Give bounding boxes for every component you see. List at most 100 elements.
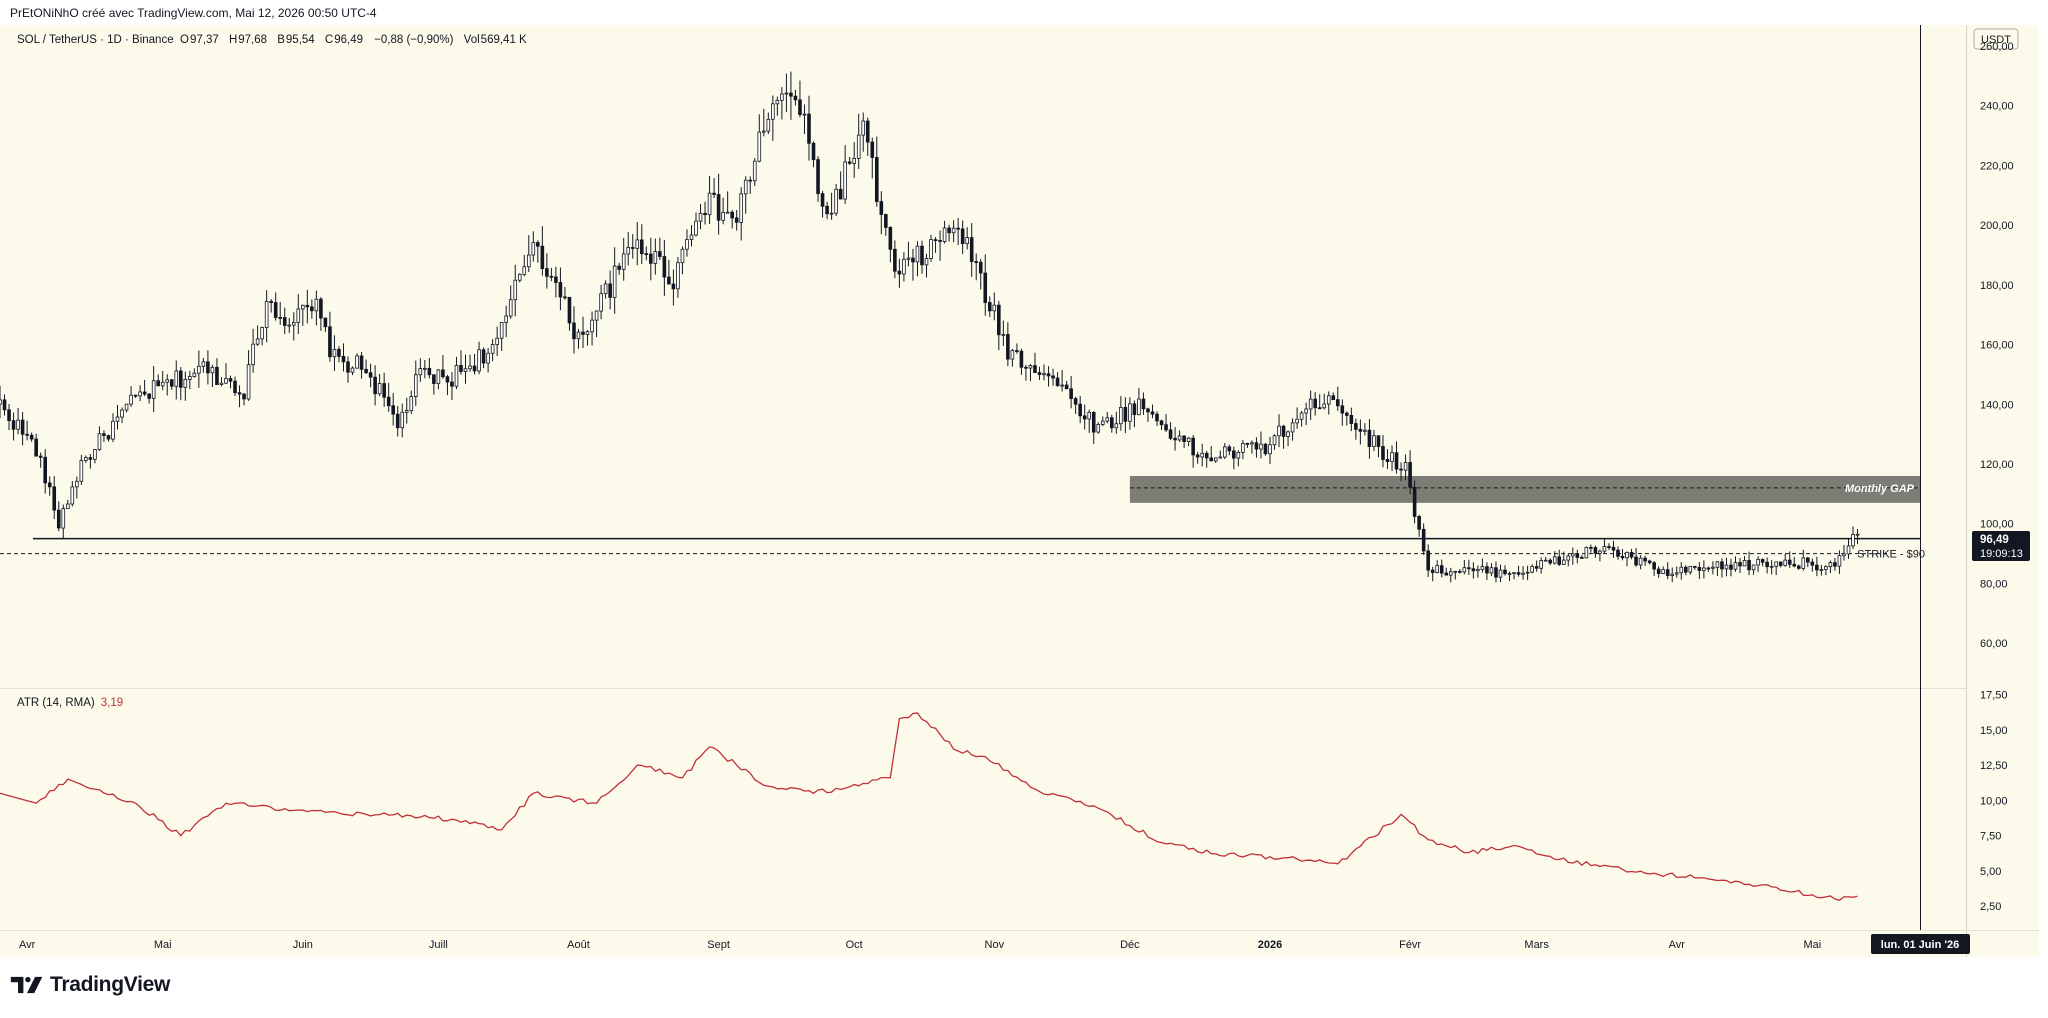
candle-body (554, 276, 558, 283)
time-axis-label: Avr (1669, 939, 1686, 951)
candle-body (1552, 556, 1557, 564)
candle-body (884, 214, 888, 228)
candle-body (861, 120, 866, 136)
currency-label-box[interactable] (1973, 28, 2019, 50)
time-axis[interactable]: Avr Mai Juin Juill Août Sept Oct Nov Déc 2026 Févr… (19, 939, 1821, 951)
candle-body (1674, 572, 1679, 575)
candle-body (775, 99, 780, 105)
candle-body (1580, 557, 1584, 559)
candle-body (1096, 424, 1101, 433)
candle-body (938, 240, 942, 242)
candle-body (1236, 451, 1241, 459)
candle-body (472, 365, 477, 372)
candle-body (608, 283, 612, 298)
candlestick-series (0, 71, 1860, 583)
candle-body (1435, 565, 1440, 573)
candle-body (1647, 560, 1652, 564)
candle-body (1209, 457, 1214, 462)
candle-body (974, 261, 979, 263)
candle-body (856, 134, 861, 159)
atr-axis[interactable]: 17,50 15,00 12,50 10,00 7,50 5,00 2,50 (1980, 690, 2008, 913)
candle-body (197, 365, 201, 374)
chart-attribution: PrEtONiNhO créé avec TradingView.com, Ma… (10, 6, 377, 20)
candle-body (870, 141, 875, 158)
candle-body (409, 396, 414, 411)
candle-body (1313, 398, 1317, 409)
candle-body (865, 120, 870, 143)
candle-body (725, 211, 730, 214)
candle-body (1204, 452, 1209, 459)
candle-body (1019, 350, 1024, 368)
candle-body (133, 394, 138, 397)
candle-body (156, 380, 160, 387)
candle-body (97, 433, 102, 450)
candle-body (798, 99, 802, 115)
price-axis[interactable]: 260,00 240,00 220,00 200,00 180,00 160,00 140,… (1980, 41, 2014, 650)
candle-body (1277, 425, 1281, 437)
candle-body (400, 411, 405, 429)
candle-body (260, 327, 264, 340)
atr-line (0, 712, 1858, 902)
candle-body (1824, 566, 1828, 570)
candle-body (969, 237, 974, 262)
candle-body (558, 282, 563, 298)
candle-body (1846, 545, 1851, 555)
candle-body (1503, 569, 1507, 575)
candle-body (879, 201, 884, 215)
candle-body (1485, 566, 1489, 574)
change-value: −0,88 (−0,90%) (374, 34, 454, 46)
candle-body (1069, 388, 1073, 399)
candle-body (70, 486, 75, 505)
candle-body (581, 331, 585, 335)
candle-body (1444, 572, 1449, 576)
tradingview-logo[interactable]: TradingView (10, 973, 170, 997)
candle-body (38, 455, 43, 458)
candle-body (1747, 560, 1751, 571)
candle-body (1778, 561, 1783, 566)
candle-body (183, 379, 188, 388)
price-axis-tick: 140,00 (1980, 399, 2014, 411)
candle-body (1195, 454, 1200, 458)
candle-body (829, 212, 834, 215)
candle-body (1159, 420, 1164, 426)
candle-body (1467, 567, 1471, 570)
candle-body (350, 367, 355, 373)
candle-body (1150, 411, 1155, 415)
symbol-name[interactable]: SOL / TetherUS · 1D · Binance (17, 34, 174, 46)
candle-body (780, 93, 784, 101)
candle-body (1308, 398, 1313, 410)
candle-body (1557, 556, 1562, 565)
candle-body (572, 322, 576, 340)
candle-body (929, 239, 933, 259)
candle-body (454, 365, 459, 387)
candle-body (816, 159, 820, 195)
candle-body (1507, 573, 1512, 576)
candle-body (20, 419, 25, 435)
chart-canvas[interactable]: Monthly GAP STRIKE - $90 USDT 260,00 240,… (0, 25, 2039, 957)
candle-body (1250, 442, 1254, 445)
atr-indicator-name[interactable]: ATR (14, RMA) (17, 697, 95, 709)
atr-legend[interactable]: ATR (14, RMA) 3,19 (17, 697, 123, 709)
candle-body (1480, 566, 1485, 570)
open-value: 97,37 (189, 34, 219, 46)
candle-body (689, 234, 694, 240)
candle-body (667, 276, 671, 285)
current-price-badge-bg (1972, 531, 2030, 561)
candle-body (1543, 559, 1548, 562)
candle-body (1611, 546, 1616, 551)
candle-body (93, 449, 97, 460)
candle-body (1168, 429, 1173, 439)
candle-body (621, 253, 626, 270)
candle-body (1783, 559, 1788, 566)
candle-body (843, 161, 847, 200)
candle-body (1222, 446, 1227, 458)
monthly-gap-zone[interactable] (1129, 475, 1920, 503)
candle-body (124, 403, 129, 411)
candle-body (1155, 413, 1159, 422)
low-value: 95,54 (285, 34, 315, 46)
candle-body (1376, 435, 1381, 447)
crosshair-date-badge (1871, 934, 1970, 954)
candle-body (1322, 403, 1327, 409)
chart-area[interactable]: Monthly GAP STRIKE - $90 USDT 260,00 240,… (0, 25, 2039, 957)
symbol-legend[interactable]: SOL / TetherUS · 1D · Binance O97,37 H97… (17, 34, 534, 46)
